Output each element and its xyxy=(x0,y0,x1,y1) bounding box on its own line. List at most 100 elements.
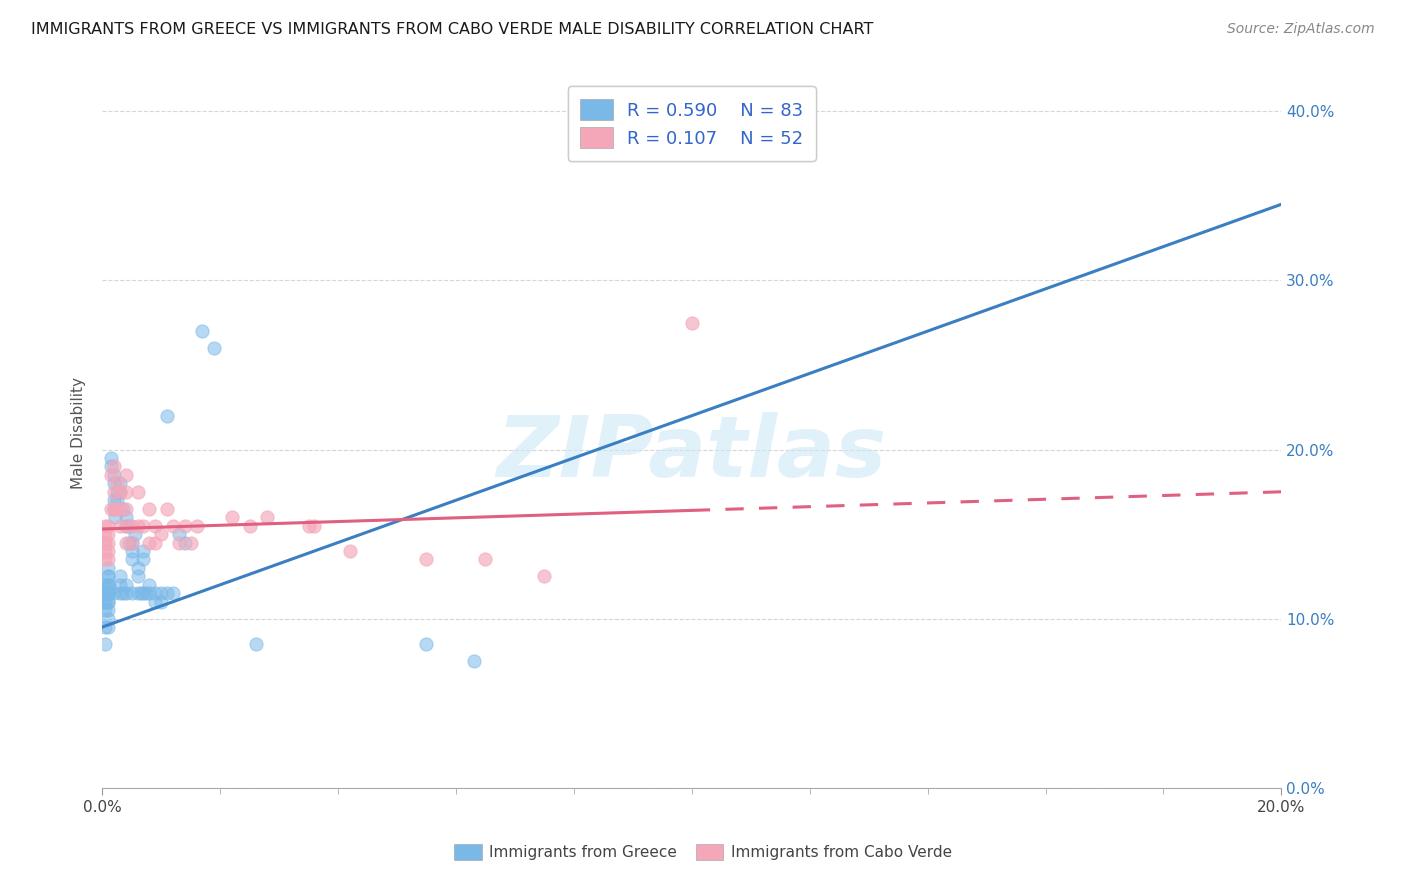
Point xyxy=(129,586,152,600)
Point xyxy=(100,467,122,482)
Point xyxy=(681,316,703,330)
Point xyxy=(256,510,278,524)
Point xyxy=(114,501,136,516)
Point xyxy=(127,484,149,499)
Point xyxy=(94,586,117,600)
Point xyxy=(100,501,122,516)
Point xyxy=(103,493,125,508)
Point xyxy=(97,578,120,592)
Point xyxy=(121,518,143,533)
Point xyxy=(94,535,117,549)
Point xyxy=(167,527,190,541)
Y-axis label: Male Disability: Male Disability xyxy=(72,376,86,489)
Point xyxy=(339,544,361,558)
Point xyxy=(173,518,195,533)
Point xyxy=(127,518,149,533)
Point xyxy=(221,510,243,524)
Point xyxy=(114,578,136,592)
Point xyxy=(97,544,120,558)
Point xyxy=(304,518,326,533)
Point xyxy=(191,324,214,338)
Point xyxy=(121,535,143,549)
Point xyxy=(138,578,160,592)
Point xyxy=(94,637,117,651)
Point xyxy=(108,569,131,583)
Point xyxy=(94,586,117,600)
Point xyxy=(94,552,117,566)
Point xyxy=(118,518,141,533)
Point xyxy=(98,586,121,600)
Point xyxy=(114,586,136,600)
Point xyxy=(143,518,166,533)
Point xyxy=(121,544,143,558)
Point xyxy=(186,518,208,533)
Point xyxy=(127,569,149,583)
Point xyxy=(103,459,125,474)
Point xyxy=(103,467,125,482)
Point xyxy=(94,586,117,600)
Point xyxy=(94,544,117,558)
Point xyxy=(533,569,555,583)
Point xyxy=(103,476,125,491)
Point xyxy=(97,569,120,583)
Point xyxy=(97,586,120,600)
Point xyxy=(108,578,131,592)
Point xyxy=(108,501,131,516)
Point xyxy=(94,586,117,600)
Point xyxy=(108,484,131,499)
Point xyxy=(162,518,184,533)
Point xyxy=(114,518,136,533)
Text: IMMIGRANTS FROM GREECE VS IMMIGRANTS FROM CABO VERDE MALE DISABILITY CORRELATION: IMMIGRANTS FROM GREECE VS IMMIGRANTS FRO… xyxy=(31,22,873,37)
Point xyxy=(104,510,127,524)
Text: Source: ZipAtlas.com: Source: ZipAtlas.com xyxy=(1227,22,1375,37)
Point xyxy=(103,501,125,516)
Point xyxy=(156,501,179,516)
Point xyxy=(94,603,117,617)
Point xyxy=(97,527,120,541)
Point xyxy=(150,595,173,609)
Point xyxy=(108,586,131,600)
Point xyxy=(150,586,173,600)
Point xyxy=(162,586,184,600)
Point xyxy=(239,518,262,533)
Point xyxy=(97,535,120,549)
Point xyxy=(167,535,190,549)
Point xyxy=(132,586,155,600)
Point xyxy=(94,586,117,600)
Point xyxy=(98,578,121,592)
Point xyxy=(121,535,143,549)
Point xyxy=(127,561,149,575)
Point xyxy=(97,586,120,600)
Point xyxy=(94,595,117,609)
Point xyxy=(97,561,120,575)
Point xyxy=(114,518,136,533)
Point xyxy=(103,586,125,600)
Point xyxy=(132,544,155,558)
Point xyxy=(97,620,120,634)
Point xyxy=(94,527,117,541)
Point xyxy=(202,341,225,355)
Point xyxy=(121,552,143,566)
Point xyxy=(463,654,485,668)
Point xyxy=(97,518,120,533)
Point xyxy=(97,612,120,626)
Point xyxy=(297,518,319,533)
Point xyxy=(97,603,120,617)
Point xyxy=(105,476,128,491)
Point xyxy=(111,586,134,600)
Point xyxy=(245,637,267,651)
Point xyxy=(105,484,128,499)
Point xyxy=(114,484,136,499)
Text: ZIPatlas: ZIPatlas xyxy=(496,412,887,495)
Point xyxy=(100,450,122,465)
Point xyxy=(150,527,173,541)
Point xyxy=(100,459,122,474)
Point xyxy=(94,595,117,609)
Point xyxy=(94,518,117,533)
Legend: R = 0.590    N = 83, R = 0.107    N = 52: R = 0.590 N = 83, R = 0.107 N = 52 xyxy=(568,87,815,161)
Point xyxy=(108,518,131,533)
Point xyxy=(114,467,136,482)
Point xyxy=(415,552,437,566)
Point xyxy=(138,535,160,549)
Point xyxy=(94,586,117,600)
